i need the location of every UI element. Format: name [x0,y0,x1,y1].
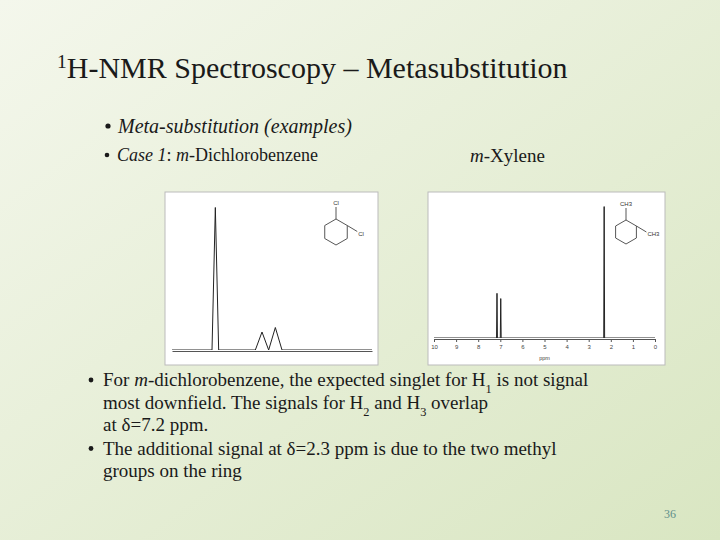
tick-label: 9 [455,344,459,350]
tick-mark [655,339,656,342]
tick-mark [633,339,634,342]
text-run: m [176,145,189,165]
tick-mark [567,339,568,342]
text-run: most downfield. The signals for H [103,392,364,413]
tick: 6 [521,339,525,350]
text-run: -dichlorobenzene, the expected singlet f… [148,369,486,390]
heading: Meta-substitution (examples) [117,115,352,138]
text-run: groups on the ring [103,460,242,481]
text-run: The additional signal at δ=2.3 ppm is du… [103,438,556,459]
bond [626,208,627,220]
text-run: at δ=7.2 ppm. [103,414,208,435]
tick: 7 [499,339,503,350]
text-run: For [103,369,134,390]
bullet [105,153,110,158]
bullet [89,446,94,451]
tick: 3 [588,339,592,350]
tick-mark [456,339,457,342]
background [0,0,720,540]
tick-mark [500,339,501,342]
tick-label: 10 [431,344,438,350]
text-run: 1 [57,51,67,72]
bond [336,207,337,219]
plot-frame [165,192,378,365]
tick: 0 [654,339,658,350]
substituent-label: CH3 [620,201,633,207]
text-run: m [134,369,148,390]
bond [347,226,357,232]
tick-mark [611,339,612,342]
tick-mark [478,339,479,342]
text-run: -Xylene [484,145,545,166]
tick-label: 7 [499,344,503,350]
plot-area [172,208,372,351]
text-run: H-NMR Spectroscopy – Metasubstitution [67,51,568,84]
ring [616,220,637,244]
tick-label: 0 [654,344,658,350]
title: 1H-NMR Spectroscopy – Metasubstitution [57,51,568,85]
x-axis [173,351,373,352]
tick-label: 5 [543,344,547,350]
text-run: is not signal [492,369,589,390]
axis-line [173,351,373,352]
tick-mark [434,339,435,342]
bullet [89,378,94,383]
tick: 1 [632,339,636,350]
page-number: 36 [664,507,676,521]
spectrum-line [172,208,372,351]
axis-title: ppm [539,355,550,361]
text-run: : [167,145,177,165]
tick-label: 3 [588,344,592,350]
spectrum: Cl Cl [165,192,378,365]
tick-label: 4 [565,344,569,350]
tick-label: 2 [610,344,614,350]
plot-area [434,207,655,338]
case-label: Case 1: m-Dichlorobenzene [117,145,318,165]
substituent-label: Cl [333,200,339,206]
x-axis: 109876543210 [431,339,658,350]
bullet-line: The additional signal at δ=2.3 ppm is du… [103,438,556,459]
tick: 2 [610,339,614,350]
text-run: Meta-substitution (examples) [117,115,352,138]
right-label: m-Xylene [470,145,545,166]
text-run: Case 1 [117,145,167,165]
spectrum: CH3CH3109876543210ppm [428,192,665,365]
tick: 8 [477,339,481,350]
bond [636,226,646,232]
tick-mark [522,339,523,342]
tick-label: 6 [521,344,525,350]
text-run: overlap [426,392,488,413]
tick: 4 [565,339,569,350]
text-run: -Dichlorobenzene [189,145,318,165]
text-run: m [470,145,484,166]
tick: 10 [431,339,438,350]
bullet [105,123,110,128]
substituent-label: CH3 [647,231,660,237]
substituent-label: Cl [358,231,364,237]
spectrum-line [434,207,655,338]
tick: 5 [543,339,547,350]
plot-frame [428,192,665,365]
tick-mark [589,339,590,342]
tick: 9 [455,339,459,350]
tick-label: 1 [632,344,636,350]
slide: 1H-NMR Spectroscopy – MetasubstitutionMe… [0,0,720,540]
text-run: and H [370,392,421,413]
tick-label: 8 [477,344,481,350]
tick-mark [545,339,546,342]
bullet-line: groups on the ring [103,460,242,481]
bullet-line: at δ=7.2 ppm. [103,414,208,435]
ring [325,219,348,245]
